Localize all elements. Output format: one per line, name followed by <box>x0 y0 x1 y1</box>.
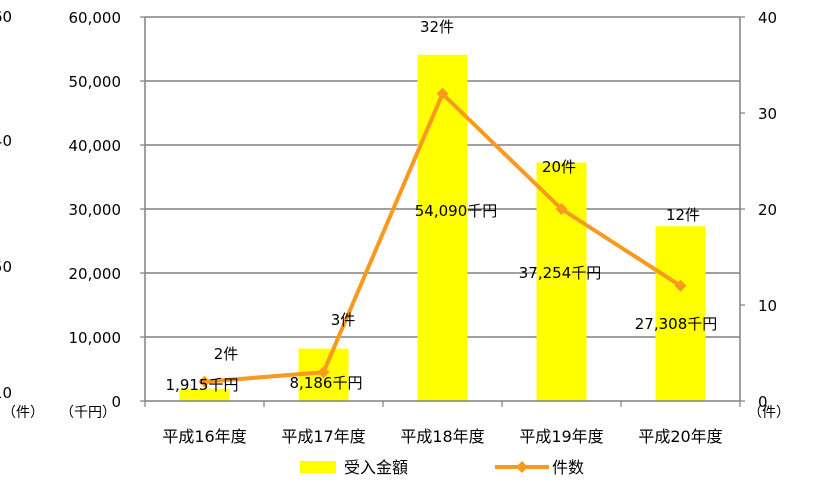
y-left-tick-label: 20,000 <box>69 265 122 283</box>
cut-axis-tick-label: 60 <box>0 8 12 26</box>
legend-label-line: 件数 <box>552 458 584 477</box>
line-series <box>198 87 687 388</box>
count-data-label: 12件 <box>666 206 700 224</box>
x-tick-label: 平成18年度 <box>400 427 484 446</box>
x-tick-label: 平成17年度 <box>281 427 365 446</box>
bar <box>417 54 468 401</box>
y-right-tick-label: 0 <box>758 393 768 411</box>
x-tick-label: 平成19年度 <box>519 427 603 446</box>
bar-data-label: 54,090千円 <box>415 202 498 220</box>
line-point <box>198 375 211 388</box>
legend: 受入金額 件数 <box>300 458 584 477</box>
cut-axis-tick-label: 10 <box>0 384 12 402</box>
count-data-label: 20件 <box>542 158 576 176</box>
y-left-tick-label: 10,000 <box>69 329 122 347</box>
legend-swatch-bar <box>300 461 336 473</box>
cut-axis-tick-label: 40 <box>0 132 12 150</box>
count-data-label: 32件 <box>420 18 454 36</box>
cut-axis-unit: （件） <box>2 405 44 421</box>
y-right-tick-label: 10 <box>758 297 777 315</box>
count-data-label: 3件 <box>331 311 356 329</box>
y-left-tick-label: 0 <box>111 393 121 411</box>
line-point <box>436 87 449 100</box>
y-left-tick-label: 60,000 <box>69 9 122 27</box>
bar-data-label: 27,308千円 <box>635 315 718 333</box>
bar-data-label: 1,915千円 <box>166 376 239 394</box>
legend-marker-line <box>516 461 528 473</box>
y-right-tick-label: 30 <box>758 105 777 123</box>
y-left-tick-label: 30,000 <box>69 201 122 219</box>
y-right-tick-label: 40 <box>758 9 777 27</box>
bar-series <box>179 54 706 401</box>
y-right-unit: （件） <box>748 405 790 421</box>
bar <box>179 388 230 401</box>
y-left-tick-label: 50,000 <box>69 73 122 91</box>
y-right-tick-label: 20 <box>758 201 777 219</box>
axes <box>140 16 745 407</box>
bar-data-label: 37,254千円 <box>519 264 602 282</box>
cut-axis-tick-label: 50 <box>0 258 12 276</box>
count-data-label: 2件 <box>214 345 239 363</box>
data-labels: 1,915千円 8,186千円 54,090千円 37,254千円 27,308千円 2件… <box>166 18 718 394</box>
bar <box>655 226 706 401</box>
bar <box>536 162 587 401</box>
legend-label-bar: 受入金額 <box>344 458 408 477</box>
line-point <box>317 366 330 379</box>
y-left-unit: （千円） <box>60 405 116 421</box>
y-left-tick-label: 40,000 <box>69 137 122 155</box>
x-tick-label: 平成16年度 <box>162 427 246 446</box>
line-point <box>674 279 687 292</box>
bar-data-label: 8,186千円 <box>290 374 363 392</box>
x-tick-label: 平成20年度 <box>638 427 722 446</box>
line-point <box>555 203 568 215</box>
tick-labels: 0 10,000 20,000 30,000 40,000 50,000 60,000 0 10… <box>0 8 790 446</box>
